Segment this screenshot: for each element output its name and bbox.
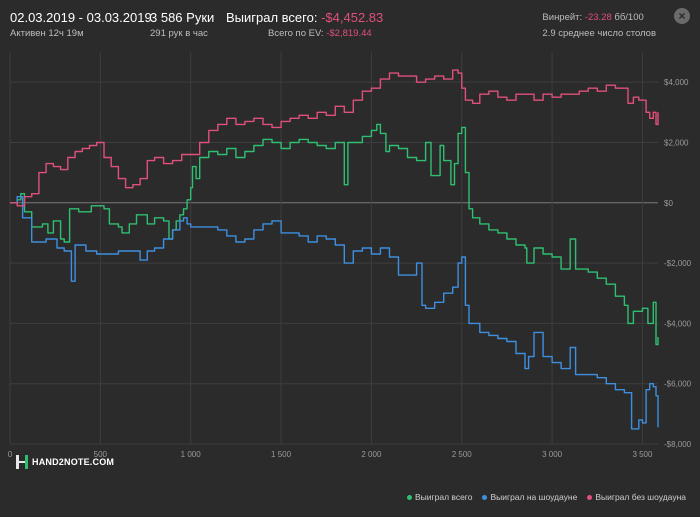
winrate-label: Винрейт: [542, 12, 583, 23]
y-tick-label: -$4,000 [664, 319, 692, 328]
ev-value: -$2,819.44 [326, 28, 372, 39]
y-tick-label: $2,000 [664, 138, 689, 147]
y-tick-label: -$2,000 [664, 259, 692, 268]
hand2note-logo-icon [16, 455, 28, 469]
legend-label: Выиграл без шоудауна [595, 492, 686, 502]
hands-block: 3 586 Руки 291 рук в час [150, 10, 214, 39]
series-layer [10, 69, 659, 430]
winrate-block: Винрейт: -23.28 бб/100 2.9 среднее число… [542, 12, 656, 39]
won-total-value: -$4,452.83 [321, 10, 384, 25]
legend-dot-icon [587, 494, 593, 500]
x-tick-label: 1 000 [181, 450, 202, 459]
chart-legend: Выиграл всего Выиграл на шоудауне Выиграл … [407, 492, 686, 502]
logo-text: HAND2NOTE.COM [32, 457, 115, 467]
date-block: 02.03.2019 - 03.03.2019 Активен 12ч 19м [10, 10, 152, 39]
x-tick-label: 500 [94, 450, 108, 459]
won-total-label: Выиграл всего: [226, 10, 318, 25]
hands-count: 3 586 Руки [150, 10, 215, 25]
grid-layer [9, 52, 658, 445]
winrate-value: -23.28 [584, 12, 612, 23]
series-line-0 [10, 123, 659, 346]
series-line-2 [10, 69, 659, 207]
x-tick-label: 3 500 [632, 450, 653, 459]
y-tick-label: -$8,000 [664, 440, 692, 449]
active-time: Активен 12ч 19м [10, 28, 84, 39]
x-tick-label: 0 [8, 450, 13, 459]
y-axis: $4,000 $2,000 $0 -$2,000 -$4,000 -$6,000 -$8,0… [664, 78, 692, 449]
x-tick-label: 2 500 [452, 450, 473, 459]
x-axis: 0 500 1 000 1 500 2 000 2 500 3 000 3 500 [8, 450, 653, 459]
legend-item-1[interactable]: Выиграл на шоудауне [482, 492, 577, 502]
y-tick-label: -$6,000 [664, 380, 692, 389]
close-icon: × [678, 9, 686, 23]
avg-tables: 2.9 среднее число столов [542, 28, 656, 39]
y-tick-label: $0 [664, 199, 673, 208]
legend-label: Выиграл на шоудауне [490, 492, 578, 502]
legend-item-0[interactable]: Выиграл всего [407, 492, 472, 502]
header: 02.03.2019 - 03.03.2019 Активен 12ч 19м … [0, 0, 700, 44]
hands-per-hour: 291 рук в час [150, 28, 208, 39]
hand2note-logo: HAND2NOTE.COM [16, 454, 114, 470]
ev-label: Всего по EV: [268, 28, 324, 39]
legend-dot-icon [482, 494, 488, 500]
legend-label: Выиграл всего [415, 492, 473, 502]
legend-item-2[interactable]: Выиграл без шоудауна [587, 492, 686, 502]
winrate-suffix: бб/100 [614, 12, 644, 23]
results-block: Выиграл всего: -$4,452.83 Всего по EV: -… [226, 10, 383, 39]
legend-dot-icon [407, 494, 412, 500]
bankroll-chart: $4,000 $2,000 $0 -$2,000 -$4,000 -$6,000 -$8,0… [8, 52, 692, 459]
x-tick-label: 2 000 [361, 450, 382, 459]
x-tick-label: 1 500 [271, 450, 292, 459]
date-range: 02.03.2019 - 03.03.2019 [10, 10, 152, 25]
y-tick-label: $4,000 [664, 78, 689, 87]
series-line-1 [10, 196, 659, 430]
close-button[interactable]: × [674, 8, 690, 24]
x-tick-label: 3 000 [542, 450, 563, 459]
